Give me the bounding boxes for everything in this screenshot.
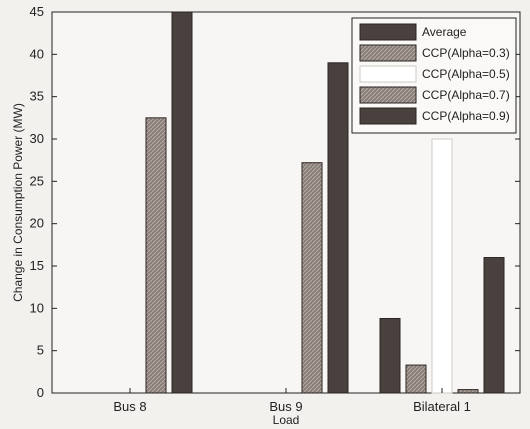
y-tick-label: 20	[30, 216, 44, 231]
y-tick-label: 45	[30, 4, 44, 19]
legend-swatch	[359, 65, 417, 83]
bar	[379, 317, 401, 394]
legend-swatch	[359, 23, 417, 41]
bar	[457, 389, 479, 394]
legend-label: CCP(Alpha=0.7)	[422, 88, 510, 102]
y-axis-label: Change in Consumption Power (MW)	[11, 103, 25, 302]
x-tick-label: Bus 9	[269, 399, 302, 414]
y-tick-label: 40	[30, 46, 44, 61]
legend-label: CCP(Alpha=0.5)	[422, 67, 510, 81]
y-tick-label: 30	[30, 131, 44, 146]
y-tick-label: 35	[30, 89, 44, 104]
bar	[405, 364, 427, 394]
legend-swatch	[359, 44, 417, 62]
bar	[327, 62, 349, 394]
legend-label: CCP(Alpha=0.3)	[422, 46, 510, 60]
bar	[171, 11, 193, 394]
x-tick-label: Bus 8	[113, 399, 146, 414]
y-tick-label: 10	[30, 300, 44, 315]
legend-swatch	[359, 107, 417, 125]
x-ticks: Bus 8 Bus 9 Bilateral 1	[113, 388, 471, 414]
legend-label: CCP(Alpha=0.9)	[422, 109, 510, 123]
x-axis-label: Load	[273, 413, 300, 427]
x-tick-label: Bilateral 1	[413, 399, 471, 414]
y-tick-label: 25	[30, 173, 44, 188]
y-ticks: 0 5 10 15 20 25 30 35 40 45	[30, 4, 520, 400]
y-tick-label: 0	[37, 385, 44, 400]
legend: Average CCP(Alpha=0.3) CCP(Alpha=0.5) CCP(A…	[351, 17, 517, 134]
legend-label: Average	[422, 25, 467, 39]
y-tick-label: 5	[37, 343, 44, 358]
bar	[145, 117, 167, 394]
bar	[301, 162, 323, 394]
legend-swatch	[359, 86, 417, 104]
bar	[483, 257, 505, 394]
bars-group	[145, 11, 505, 394]
bar	[431, 138, 453, 394]
y-tick-label: 15	[30, 258, 44, 273]
